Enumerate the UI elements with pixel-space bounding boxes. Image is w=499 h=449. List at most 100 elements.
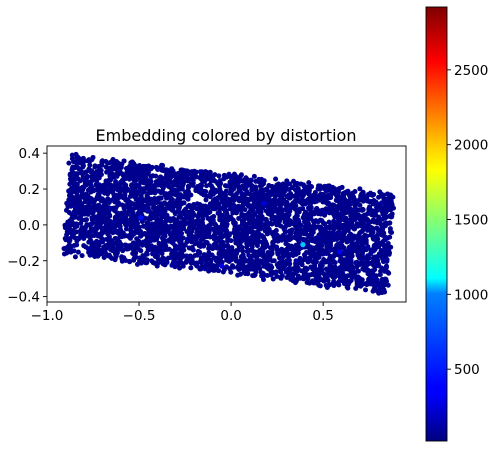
scatter-point <box>325 183 331 189</box>
scatter-point <box>298 236 304 242</box>
plot-area-frame <box>46 145 407 303</box>
scatter-point <box>74 208 80 214</box>
scatter-point <box>164 202 170 208</box>
scatter-point <box>122 213 128 219</box>
scatter-point <box>305 205 311 211</box>
scatter-point <box>96 203 102 209</box>
scatter-point <box>387 250 392 256</box>
scatter-point <box>274 232 280 238</box>
scatter-point <box>260 270 266 276</box>
scatter-point <box>217 186 223 192</box>
scatter-point <box>128 169 134 175</box>
scatter-point <box>127 193 133 199</box>
scatter-point <box>183 219 189 225</box>
scatter-point <box>381 231 387 237</box>
scatter-point <box>72 174 78 180</box>
scatter-point <box>327 255 333 261</box>
scatter-point <box>155 166 161 172</box>
scatter-point <box>166 227 172 233</box>
scatter-point <box>226 198 232 204</box>
scatter-point <box>110 224 116 230</box>
y-tick-label: −0.2 <box>7 254 40 270</box>
scatter-point <box>298 223 304 229</box>
scatter-point <box>121 158 127 164</box>
scatter-point <box>294 226 300 232</box>
scatter-point <box>331 230 337 236</box>
scatter-point <box>163 218 169 224</box>
scatter-point <box>94 238 100 244</box>
scatter-point <box>198 224 204 230</box>
scatter-point <box>336 211 342 217</box>
scatter-point <box>359 251 365 257</box>
scatter-point <box>348 200 354 206</box>
scatter-point <box>236 198 242 204</box>
scatter-point <box>254 243 260 249</box>
scatter-point <box>260 277 266 283</box>
scatter-point <box>240 248 246 254</box>
scatter-point <box>175 227 181 233</box>
scatter-point <box>111 195 117 201</box>
scatter-point <box>308 227 314 233</box>
scatter-point <box>336 223 342 229</box>
scatter-point <box>137 201 143 207</box>
scatter-point <box>308 272 314 278</box>
scatter-point <box>363 240 369 246</box>
scatter-point <box>155 209 161 215</box>
scatter-point <box>328 223 334 229</box>
scatter-point <box>212 178 218 184</box>
scatter-point <box>80 175 86 181</box>
scatter-point <box>387 220 393 226</box>
scatter-point <box>377 189 383 195</box>
scatter-point <box>224 174 230 180</box>
scatter-point <box>379 265 385 271</box>
scatter-point <box>364 245 370 251</box>
scatter-point <box>221 205 226 211</box>
scatter-point <box>341 245 347 251</box>
scatter-point <box>341 281 347 287</box>
y-axis: 0.4 0.2 0.0 −0.2 −0.4 <box>7 146 47 306</box>
scatter-point <box>77 199 83 205</box>
scatter-point <box>292 187 298 193</box>
colorbar-tick-label: 2500 <box>454 63 488 79</box>
scatter-point <box>69 166 75 172</box>
scatter-point <box>192 234 198 240</box>
scatter-point <box>239 211 245 217</box>
scatter-point <box>321 238 327 244</box>
scatter-point <box>329 236 335 242</box>
scatter-point <box>154 231 160 237</box>
scatter-point <box>89 205 95 211</box>
scatter-point <box>342 216 348 222</box>
scatter-point <box>266 183 272 189</box>
scatter-point <box>67 236 73 242</box>
scatter-point <box>152 199 158 205</box>
scatter-point <box>212 241 218 247</box>
scatter-point <box>144 208 150 214</box>
scatter-point <box>234 230 240 236</box>
scatter-point <box>354 279 360 285</box>
scatter-point <box>95 192 101 198</box>
scatter-point <box>207 245 213 251</box>
scatter-point <box>260 187 266 193</box>
scatter-point <box>129 201 135 207</box>
scatter-point <box>342 266 348 272</box>
scatter-point <box>292 215 298 221</box>
scatter-point <box>255 209 261 215</box>
scatter-point <box>178 201 184 207</box>
scatter-point <box>189 245 195 251</box>
scatter-point <box>314 277 320 283</box>
scatter-point <box>375 282 381 288</box>
scatter-point <box>293 230 299 236</box>
scatter-point <box>280 233 286 239</box>
scatter-point <box>350 194 356 200</box>
scatter-points <box>61 151 397 296</box>
scatter-point <box>149 164 155 170</box>
scatter-point <box>110 244 116 250</box>
scatter-point <box>317 186 323 192</box>
scatter-point <box>282 229 288 235</box>
scatter-point <box>199 258 205 264</box>
scatter-point <box>337 274 343 280</box>
scatter-point <box>182 211 188 217</box>
scatter-point <box>380 206 386 212</box>
scatter-point <box>228 175 234 181</box>
scatter-point <box>188 192 194 198</box>
